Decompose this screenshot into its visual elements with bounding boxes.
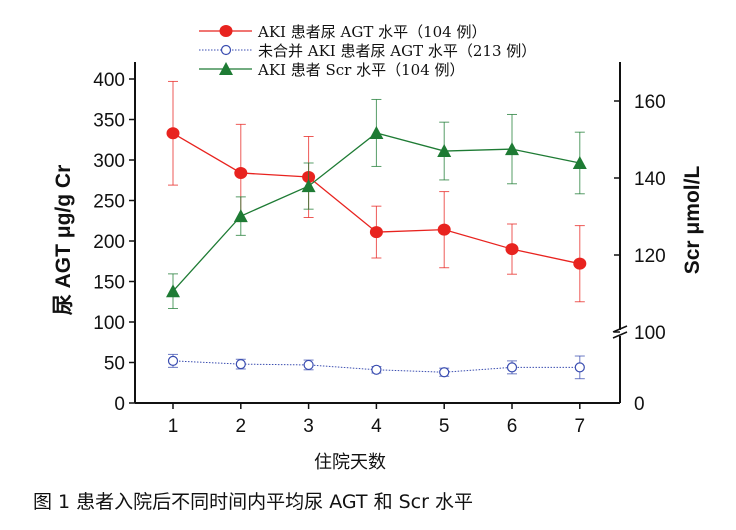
legend-marker <box>220 44 232 56</box>
legend-label: AKI 患者 Scr 水平（104 例） <box>257 61 465 79</box>
left-tick-label: 300 <box>93 151 125 172</box>
data-point <box>235 359 246 370</box>
x-tick-label: 6 <box>507 416 518 437</box>
data-point <box>574 362 585 373</box>
left-tick-label: 350 <box>93 111 125 132</box>
data-point <box>437 144 452 158</box>
data-point <box>303 359 314 371</box>
legend-label: AKI 患者尿 AGT 水平（104 例） <box>257 23 487 41</box>
axis-break-gap <box>615 330 625 336</box>
left-axis-label: 尿 AGT μg/g Cr <box>52 165 75 316</box>
axis-break-mark <box>612 325 628 333</box>
legend-marker <box>219 25 233 37</box>
right-axis-label: Scr μmol/L <box>681 166 704 275</box>
legend: AKI 患者尿 AGT 水平（104 例）未合并 AKI 患者尿 AGT 水平（… <box>199 23 536 79</box>
left-tick-label: 250 <box>93 192 125 213</box>
data-point <box>573 257 587 270</box>
data-point <box>505 243 519 256</box>
data-point <box>439 367 450 378</box>
x-tick-label: 5 <box>439 416 450 437</box>
right-tick-label: 0 <box>634 394 645 415</box>
right-tick-label: 100 <box>634 323 666 344</box>
right-tick-label: 120 <box>634 246 666 267</box>
figure-caption: 图 1 患者入院后不同时间内平均尿 AGT 和 Scr 水平 <box>33 491 473 513</box>
legend-label: 未合并 AKI 患者尿 AGT 水平（213 例） <box>258 42 536 60</box>
x-tick-label: 7 <box>575 416 586 437</box>
x-axis-label: 住院天数 <box>314 452 386 473</box>
left-tick-label: 200 <box>93 232 125 253</box>
legend-marker <box>219 62 233 75</box>
data-point <box>505 142 519 156</box>
data-point <box>167 355 179 366</box>
x-tick-label: 1 <box>168 416 179 437</box>
right-tick-label: 160 <box>634 92 666 113</box>
x-tick-label: 4 <box>371 416 382 437</box>
data-point <box>371 364 382 375</box>
axis-break-mark <box>612 331 628 339</box>
data-point <box>233 209 248 223</box>
left-tick-label: 150 <box>93 273 125 294</box>
series-2 <box>166 98 587 310</box>
data-point <box>166 284 180 298</box>
x-tick-label: 2 <box>236 416 247 437</box>
left-tick-label: 50 <box>104 354 125 375</box>
data-point <box>234 166 248 179</box>
left-tick-label: 0 <box>114 394 125 415</box>
x-tick-label: 3 <box>303 416 314 437</box>
data-point <box>572 155 587 169</box>
data-point <box>166 127 180 140</box>
right-tick-label: 140 <box>634 169 666 190</box>
data-point <box>369 125 384 139</box>
left-tick-label: 100 <box>93 313 125 334</box>
data-point <box>437 223 451 236</box>
data-point <box>301 179 316 193</box>
series-1 <box>167 353 585 380</box>
series-0 <box>166 80 587 303</box>
data-point <box>369 226 383 239</box>
left-tick-label: 400 <box>93 70 125 91</box>
data-point <box>506 362 518 373</box>
